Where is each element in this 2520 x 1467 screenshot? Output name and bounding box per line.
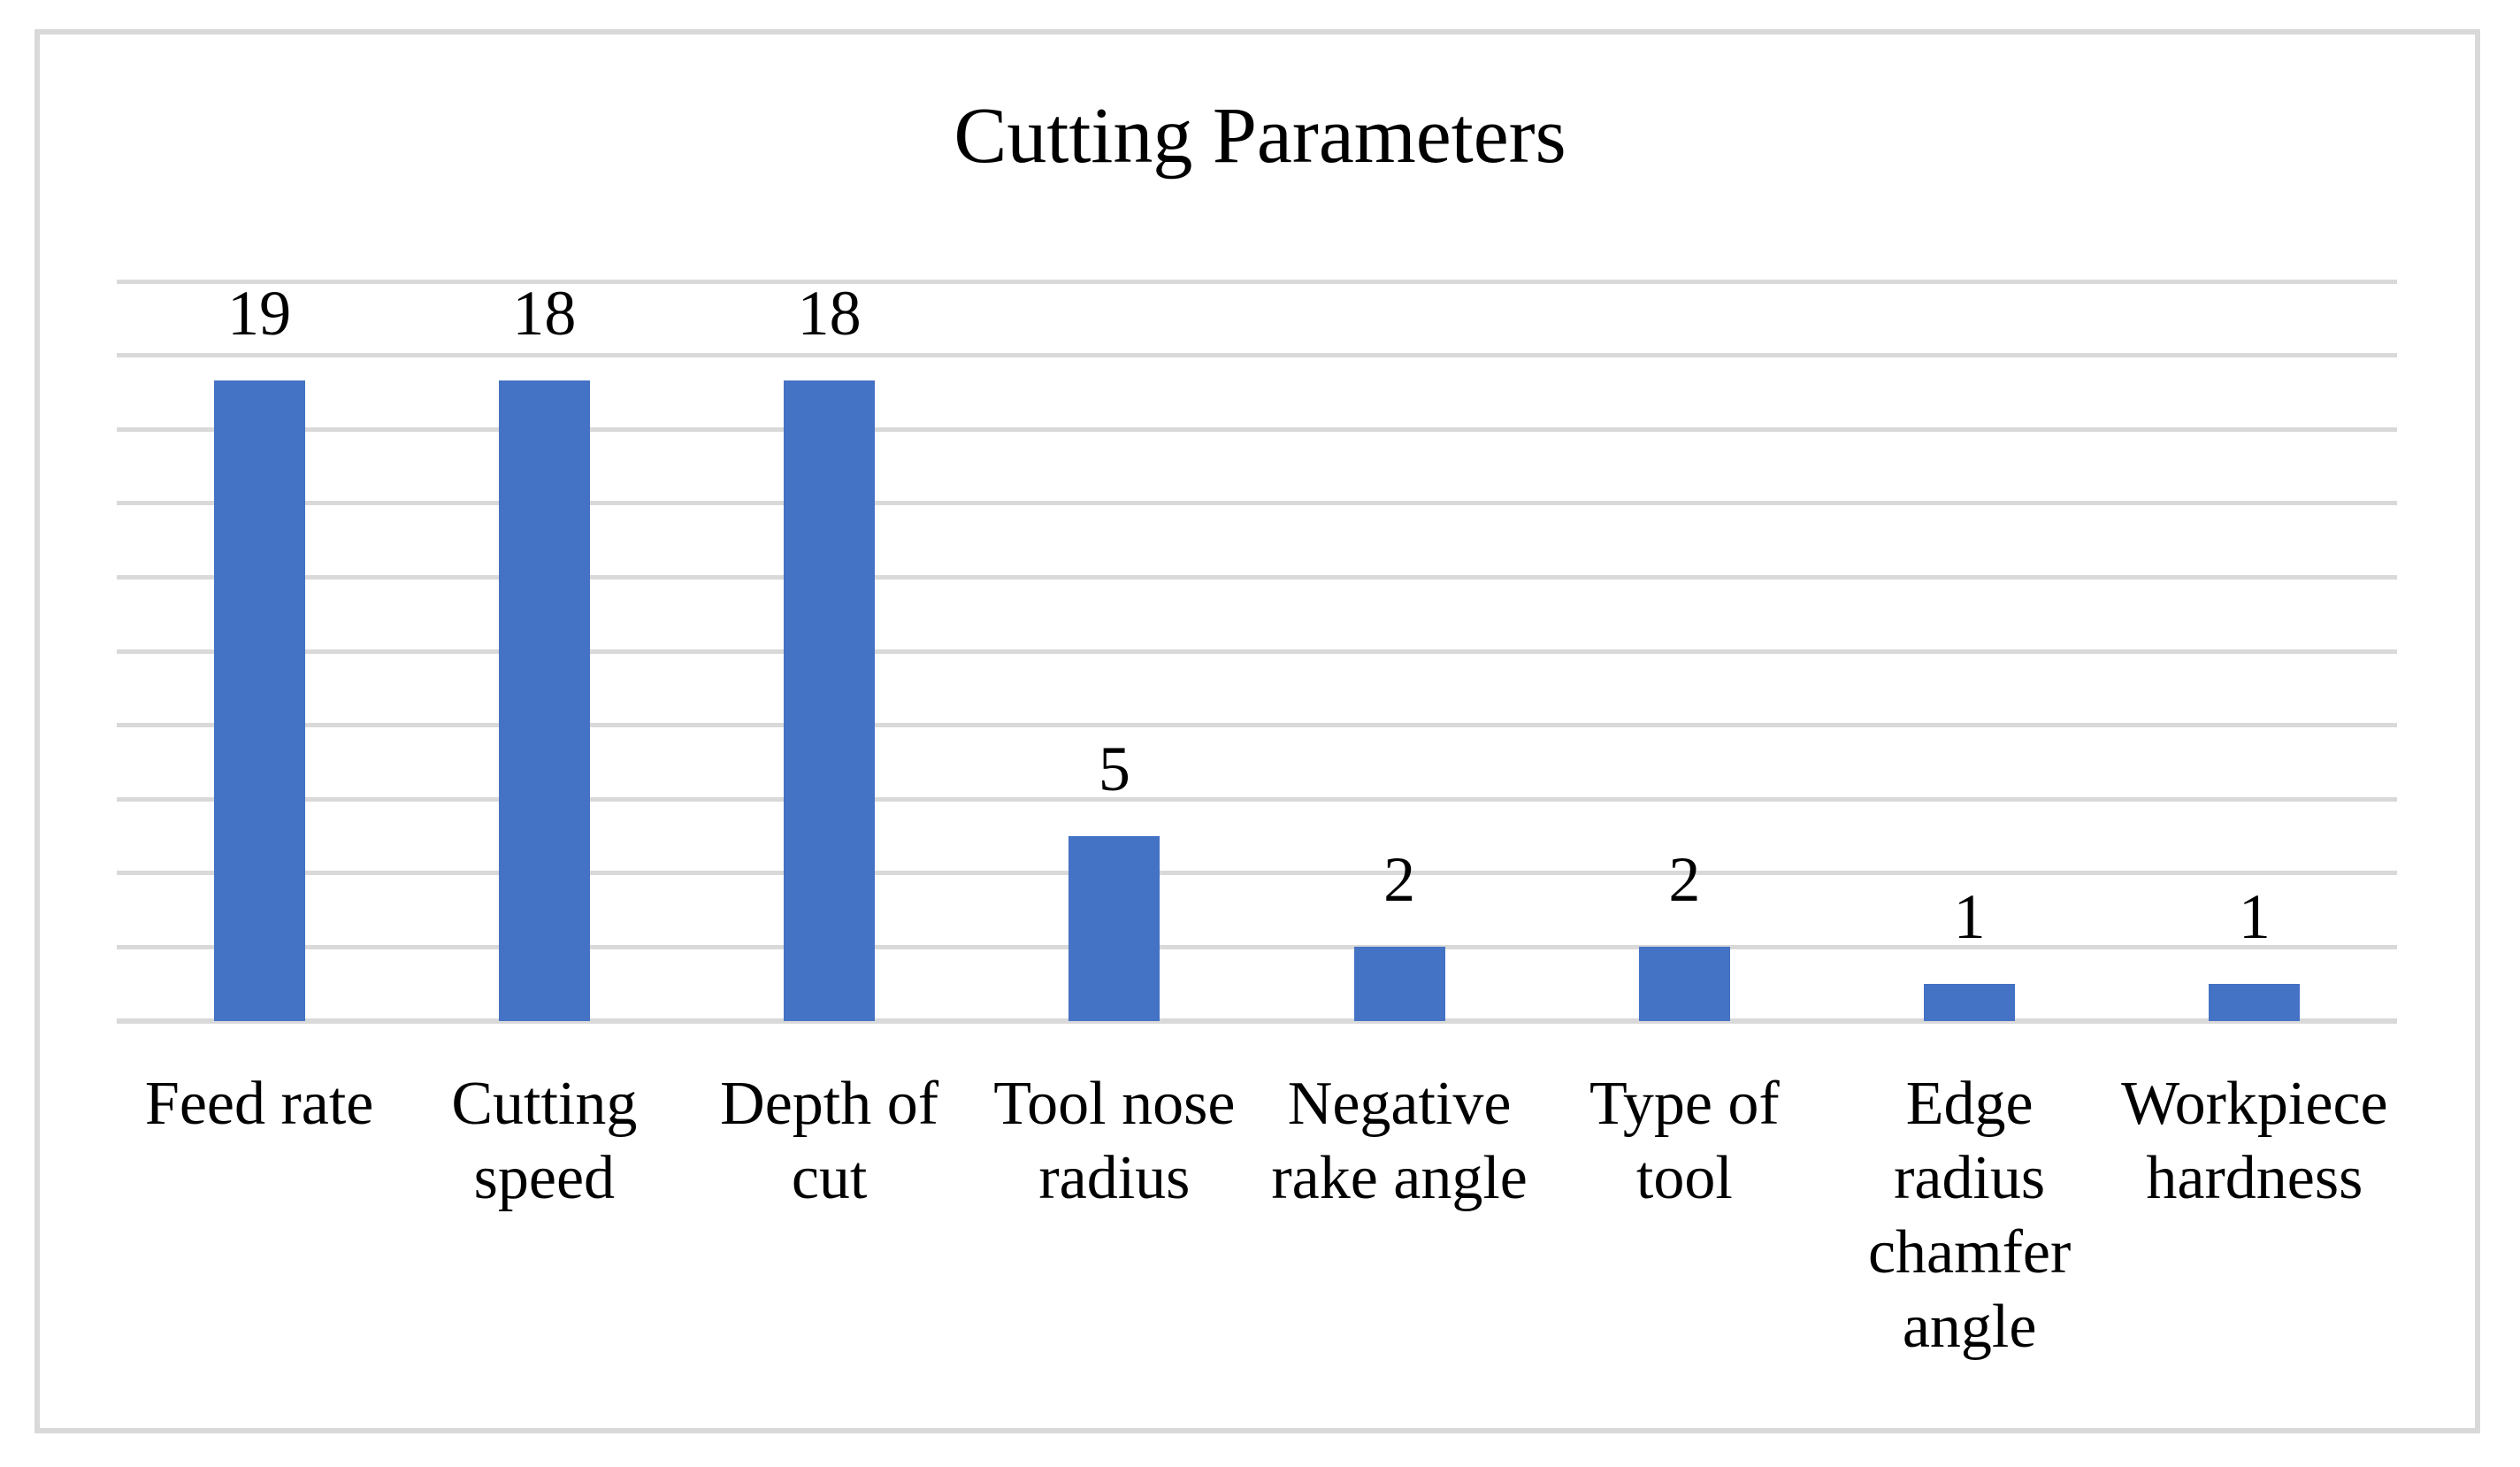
bar-slot-tool-nose-radius: 5: [972, 281, 1257, 1021]
category-label-depth-of-cut: Depth of cut: [720, 1070, 939, 1212]
gridline: [117, 944, 2397, 949]
category-label-type-of-tool: Type of tool: [1589, 1070, 1780, 1212]
value-label-feed-rate: 19: [227, 278, 292, 349]
bars-row: 19 18 18 5 2 2 1 1: [117, 281, 2397, 1021]
category-label-negative-rake-angle: Negative rake angle: [1271, 1070, 1528, 1212]
bar-feed-rate: [213, 380, 305, 1021]
gridline: [117, 723, 2397, 728]
category-label-edge-radius-chamfer-angle: Edge radius chamfer angle: [1867, 1070, 2072, 1361]
gridline: [117, 426, 2397, 432]
chart-title: Cutting Parameters: [954, 92, 1566, 180]
bar-slot-edge-radius-chamfer-angle: 1: [1827, 281, 2112, 1021]
gridline: [117, 796, 2397, 802]
gridline: [117, 574, 2397, 580]
bar-slot-cutting-speed: 18: [402, 281, 686, 1021]
category-label-cutting-speed: Cutting speed: [451, 1070, 638, 1212]
x-axis-line: [117, 1018, 2397, 1024]
bar-slot-feed-rate: 19: [117, 281, 402, 1021]
bar-depth-of-cut: [784, 380, 876, 1021]
bar-slot-workpiece-hardness: 1: [2112, 281, 2397, 1021]
bar-workpiece-hardness: [2209, 984, 2301, 1021]
bar-slot-negative-rake-angle: 2: [1257, 281, 1542, 1021]
figure-border-frame: [34, 29, 2480, 1433]
value-label-negative-rake-angle: 2: [1383, 844, 1416, 916]
bar-negative-rake-angle: [1353, 947, 1445, 1021]
x-axis-labels: Feed rate Cutting speed Depth of cut Tool n…: [117, 1067, 2397, 1364]
bar-slot-depth-of-cut: 18: [687, 281, 972, 1021]
value-label-workpiece-hardness: 1: [2238, 881, 2271, 953]
category-label-tool-nose-radius: Tool nose radius: [993, 1070, 1236, 1212]
bar-edge-radius-chamfer-angle: [1924, 984, 2016, 1021]
plot-area: 19 18 18 5 2 2 1 1: [117, 279, 2397, 1024]
bar-slot-type-of-tool: 2: [1542, 281, 1827, 1021]
value-label-edge-radius-chamfer-angle: 1: [1953, 881, 1986, 953]
gridline: [117, 649, 2397, 654]
gridline: [117, 871, 2397, 876]
gridline: [117, 279, 2397, 284]
value-label-cutting-speed: 18: [512, 278, 577, 349]
value-label-tool-nose-radius: 5: [1098, 734, 1130, 804]
bar-tool-nose-radius: [1069, 836, 1160, 1021]
value-label-depth-of-cut: 18: [797, 278, 862, 349]
gridline: [117, 353, 2397, 358]
category-label-workpiece-hardness: Workpiece hardness: [2121, 1070, 2388, 1212]
bar-cutting-speed: [498, 380, 590, 1021]
gridline: [117, 501, 2397, 506]
value-label-type-of-tool: 2: [1668, 844, 1701, 916]
bar-type-of-tool: [1638, 947, 1730, 1021]
category-label-feed-rate: Feed rate: [144, 1070, 374, 1138]
